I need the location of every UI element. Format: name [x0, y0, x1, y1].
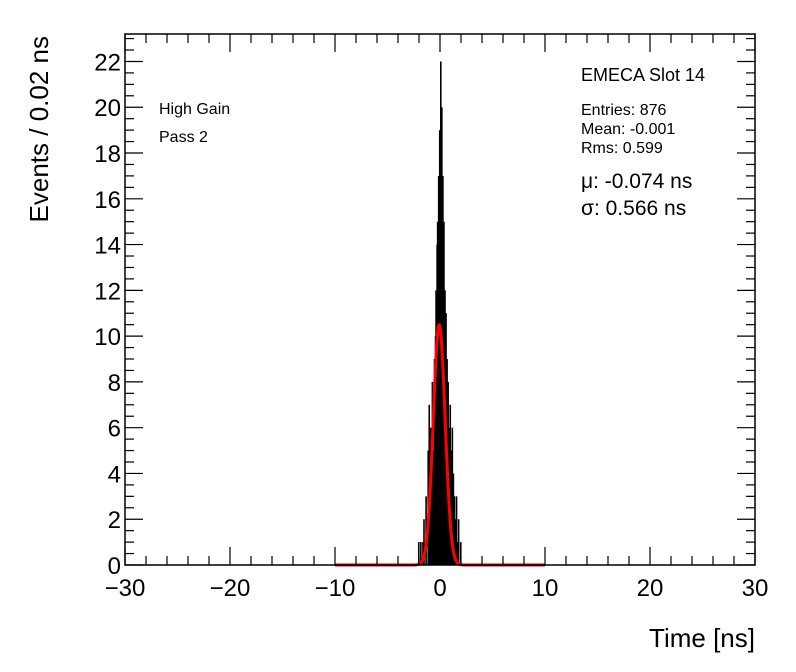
y-axis-tick-labels: 0 2 4 6 8 10 12 14 16 18 20 22	[94, 49, 121, 580]
x-tick-label: 30	[742, 575, 769, 602]
y-tick-label: 22	[94, 49, 121, 76]
y-tick-label: 0	[108, 553, 121, 580]
y-tick-label: 8	[108, 370, 121, 397]
histogram-bar	[432, 450, 435, 565]
y-tick-label: 18	[94, 141, 121, 168]
x-tick-label: −20	[210, 575, 251, 602]
y-tick-label: 10	[94, 324, 121, 351]
histogram-bar	[459, 542, 462, 565]
histogram-bar	[430, 427, 433, 565]
x-axis-title: Time [ns]	[649, 623, 755, 653]
histogram-bar	[449, 404, 452, 565]
histogram-bar	[450, 450, 453, 565]
entries-stat: Entries: 876	[581, 102, 666, 119]
rms-stat: Rms: 0.599	[581, 140, 663, 157]
histogram-bar	[457, 519, 460, 565]
x-tick-label: −30	[105, 575, 146, 602]
pass-label: Pass 2	[159, 129, 208, 146]
histogram-bar	[433, 359, 436, 565]
histogram-bar	[420, 542, 422, 565]
x-axis-tick-labels: −30 −20 −10 0 10 20 30	[105, 575, 769, 602]
mean-stat: Mean: -0.001	[581, 121, 675, 138]
y-tick-label: 4	[108, 461, 121, 488]
histogram-bar	[454, 519, 457, 565]
y-tick-label: 12	[94, 278, 121, 305]
gain-label: High Gain	[159, 101, 230, 118]
histogram-bar	[452, 473, 455, 565]
x-tick-label: −10	[315, 575, 356, 602]
x-tick-label: 0	[433, 575, 446, 602]
histogram-bar	[422, 542, 424, 565]
x-axis-ticks	[124, 34, 756, 565]
y-axis-title: Events / 0.02 ns	[24, 36, 54, 222]
x-tick-label: 10	[532, 575, 559, 602]
y-tick-label: 2	[108, 507, 121, 534]
y-tick-label: 6	[108, 416, 121, 443]
fit-sigma: σ: 0.566 ns	[581, 197, 686, 220]
histogram-bar	[455, 496, 458, 565]
fit-mu: μ: -0.074 ns	[581, 170, 692, 193]
histogram-bar	[453, 496, 456, 565]
histogram-bar	[456, 542, 459, 565]
histogram-bar	[451, 427, 454, 565]
histogram-bar	[423, 519, 425, 565]
y-tick-label: 20	[94, 95, 121, 122]
y-tick-label: 16	[94, 187, 121, 214]
y-axis-ticks	[125, 37, 755, 566]
y-tick-label: 14	[94, 233, 121, 260]
slot-title: EMECA Slot 14	[581, 65, 705, 85]
histogram-bar	[417, 542, 420, 565]
x-tick-label: 20	[637, 575, 664, 602]
